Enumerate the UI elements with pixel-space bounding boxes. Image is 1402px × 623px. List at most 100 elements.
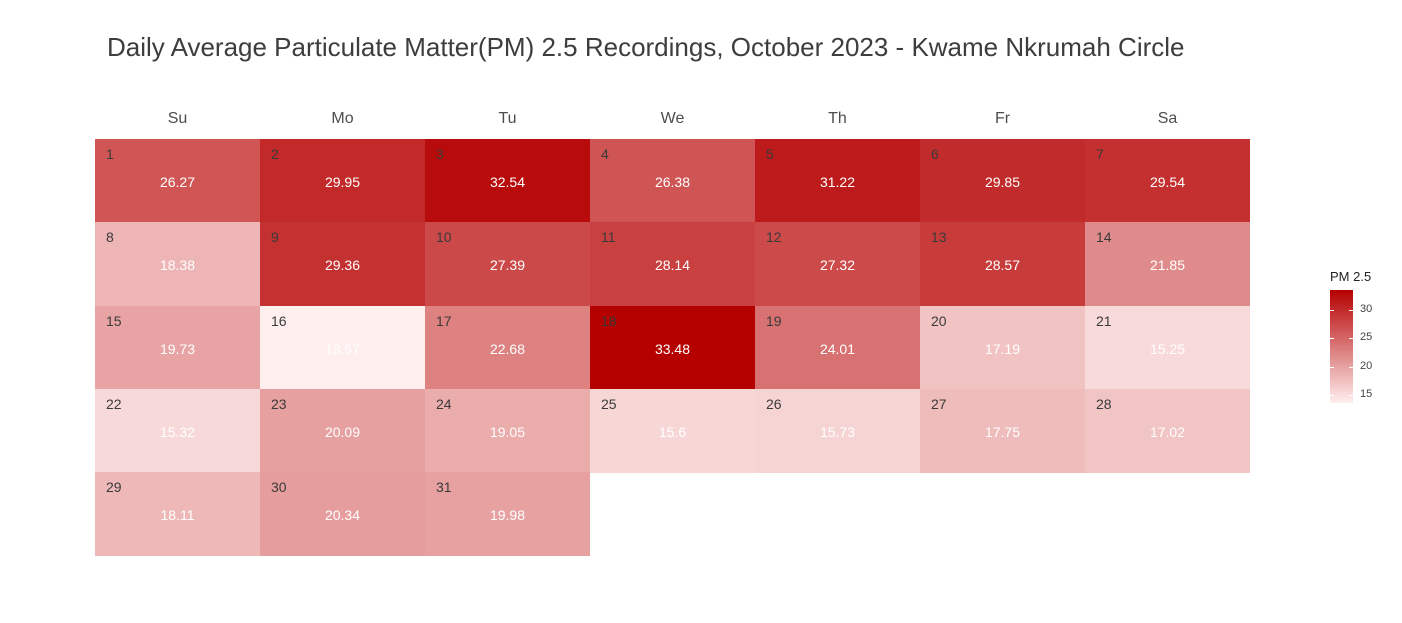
day-number: 27: [931, 395, 947, 412]
day-cell: 20 17.19: [920, 305, 1085, 390]
day-cell: 18 33.48: [590, 305, 755, 390]
day-cell: 8 18.38: [95, 222, 260, 307]
data-label: 18.38: [159, 257, 196, 274]
day-number: 4: [601, 146, 609, 162]
day-cell: 11 28.14: [590, 222, 755, 307]
legend-tick-label: 30: [1360, 302, 1373, 315]
legend-tick-mark-right: [1349, 366, 1353, 368]
weekday-label: Sa: [1157, 110, 1178, 127]
day-number: 19: [766, 312, 782, 329]
day-cell: 12 27.32: [755, 222, 920, 307]
day-number: 20: [931, 312, 947, 329]
day-number: 25: [601, 395, 617, 412]
day-cell: 26 15.73: [755, 388, 920, 473]
day-number: 26: [766, 395, 782, 412]
data-label: 29.54: [1149, 174, 1186, 190]
data-label: 24.01: [819, 340, 856, 357]
day-cell: 13 28.57: [920, 222, 1085, 307]
day-number: 18: [601, 312, 617, 329]
data-label: 15.32: [159, 423, 196, 440]
data-label: 27.32: [819, 257, 856, 274]
day-number: 6: [931, 146, 939, 162]
data-label: 27.39: [489, 257, 526, 274]
data-label: 28.14: [654, 257, 691, 274]
data-label: 13.57: [324, 340, 361, 357]
chart-title: Daily Average Particulate Matter(PM) 2.5…: [107, 32, 1185, 62]
weekday-label: We: [660, 110, 685, 127]
day-number: 17: [436, 312, 452, 329]
weekday-label: Tu: [498, 110, 517, 127]
day-number: 30: [271, 479, 287, 496]
day-cell: 23 20.09: [260, 388, 425, 473]
legend-tick-label: 20: [1360, 359, 1373, 372]
day-cell: 2 29.95: [260, 139, 425, 223]
day-number: 9: [271, 229, 279, 246]
day-cell: 7 29.54: [1085, 139, 1250, 223]
day-cell: 15 19.73: [95, 305, 260, 390]
day-number: 22: [106, 395, 122, 412]
weekday-label: Su: [167, 110, 188, 127]
day-cell: 30 20.34: [260, 472, 425, 556]
day-number: 16: [271, 312, 287, 329]
day-cell: 1 26.27: [95, 139, 260, 223]
day-cell: 28 17.02: [1085, 388, 1250, 473]
day-number: 8: [106, 229, 114, 246]
day-cell: 3 32.54: [425, 139, 590, 223]
legend-tick-mark-left: [1330, 338, 1334, 340]
data-label: 15.25: [1149, 340, 1186, 357]
day-cell: 16 13.57: [260, 305, 425, 390]
data-label: 15.73: [819, 423, 856, 440]
data-label: 19.98: [489, 507, 526, 524]
day-number: 5: [766, 146, 774, 162]
data-label: 26.38: [654, 174, 691, 190]
data-label: 29.85: [984, 174, 1021, 190]
data-label: 26.27: [159, 174, 196, 190]
legend-tick-mark-left: [1330, 309, 1334, 311]
day-number: 21: [1096, 312, 1112, 329]
data-label: 20.09: [324, 423, 361, 440]
day-number: 29: [106, 479, 122, 496]
day-number: 11: [601, 229, 616, 246]
data-label: 29.95: [324, 174, 361, 190]
data-label: 31.22: [819, 174, 856, 190]
weekday-label: Fr: [994, 110, 1011, 127]
day-cell: 17 22.68: [425, 305, 590, 390]
day-cell: 14 21.85: [1085, 222, 1250, 307]
data-label: 17.19: [984, 340, 1021, 357]
data-label: 18.11: [160, 507, 195, 524]
legend-tick-label: 25: [1360, 331, 1373, 344]
data-label: 17.02: [1149, 423, 1186, 440]
day-cell: 9 29.36: [260, 222, 425, 307]
day-number: 3: [436, 146, 444, 162]
data-label: 29.36: [324, 257, 361, 274]
day-number: 1: [106, 146, 114, 162]
legend-title: PM 2.5: [1330, 269, 1372, 284]
day-number: 28: [1096, 395, 1112, 412]
data-label: 19.73: [159, 340, 196, 357]
day-cell: 4 26.38: [590, 139, 755, 223]
legend-tick-label: 15: [1360, 387, 1373, 400]
data-label: 28.57: [984, 257, 1021, 274]
legend-tick-mark-right: [1349, 309, 1353, 311]
day-cell: 19 24.01: [755, 305, 920, 390]
data-label: 33.48: [654, 340, 691, 357]
data-label: 15.6: [658, 423, 687, 440]
day-cell: 24 19.05: [425, 388, 590, 473]
data-label: 21.85: [1149, 257, 1186, 274]
data-label: 20.34: [324, 507, 361, 524]
weekday-label: Th: [828, 110, 847, 127]
day-cell: 5 31.22: [755, 139, 920, 223]
day-cell: 10 27.39: [425, 222, 590, 307]
weekday-label: Mo: [331, 110, 354, 127]
day-cell: 29 18.11: [95, 472, 260, 556]
day-number: 7: [1096, 146, 1104, 162]
legend-tick-mark-left: [1330, 366, 1334, 368]
day-number: 23: [271, 395, 287, 412]
data-label: 17.75: [984, 423, 1021, 440]
day-number: 12: [766, 229, 782, 246]
day-number: 31: [436, 479, 452, 496]
day-number: 2: [271, 146, 279, 162]
day-number: 13: [931, 229, 947, 246]
legend-color-bar: [1330, 290, 1353, 403]
day-number: 14: [1096, 229, 1112, 246]
